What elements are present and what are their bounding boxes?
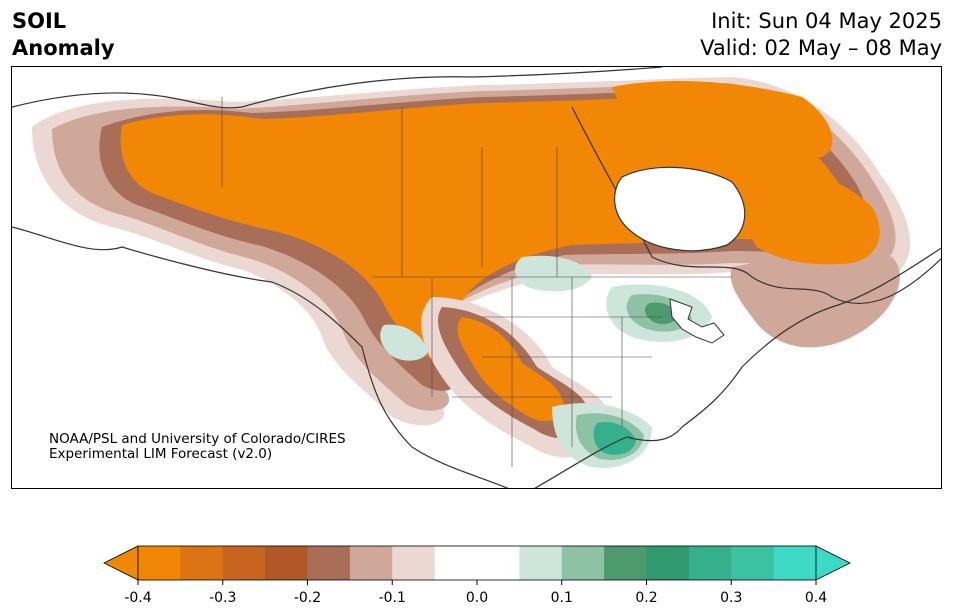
title-line-1: SOIL <box>12 9 67 33</box>
map-title: SOIL Anomaly <box>12 8 115 62</box>
colorbar-tick-label: -0.4 <box>124 590 151 606</box>
colorbar-tick-label: -0.1 <box>379 590 406 606</box>
colorbar-tick-label: 0.3 <box>720 590 742 606</box>
colorbar-cells <box>103 545 851 581</box>
colorbar-cell <box>561 546 605 580</box>
colorbar-cell <box>477 546 520 580</box>
colorbar-ticks: -0.4 -0.3 -0.2 -0.1 0.0 0.1 0.2 0.3 0.4 <box>124 580 827 606</box>
wet-region-gulf-peak <box>593 422 636 455</box>
map-canvas <box>12 67 941 488</box>
colorbar-cell <box>773 546 817 580</box>
colorbar-cell <box>392 546 436 580</box>
colorbar-tick-label: -0.2 <box>294 590 321 606</box>
dry-region-north-core <box>120 97 850 368</box>
title-line-2: Anomaly <box>12 36 115 60</box>
init-date: Init: Sun 04 May 2025 <box>711 9 942 33</box>
dry-region-east-core <box>744 166 880 265</box>
dry-region-rockies-core <box>457 317 564 422</box>
colorbar-arrow-low <box>103 545 139 581</box>
colorbar-cell <box>434 546 478 580</box>
great-lakes <box>669 298 725 344</box>
forecast-dates: Init: Sun 04 May 2025 Valid: 02 May – 08… <box>700 8 942 62</box>
colorbar-cell <box>180 546 224 580</box>
colorbar-tick-label: 0.2 <box>635 590 657 606</box>
valid-range: Valid: 02 May – 08 May <box>700 36 942 60</box>
hudson-bay <box>614 166 746 252</box>
colorbar-cell <box>731 546 775 580</box>
wet-region-great-lakes-peak <box>644 302 678 325</box>
colorbar-tick-label: 0.1 <box>551 590 573 606</box>
credit-text: NOAA/PSL and University of Colorado/CIRE… <box>49 432 346 462</box>
credit-line-2: Experimental LIM Forecast (v2.0) <box>49 446 273 462</box>
north-america-outline <box>12 67 941 488</box>
colorbar-tick-label: -0.3 <box>209 590 236 606</box>
colorbar-arrow-high <box>815 545 851 581</box>
colorbar-tick-label: 0.4 <box>805 590 827 606</box>
credit-line-1: NOAA/PSL and University of Colorado/CIRE… <box>49 431 346 447</box>
colorbar-cell <box>604 546 647 580</box>
colorbar-cell <box>519 546 563 580</box>
colorbar-cell <box>307 546 351 580</box>
colorbar: -0.4 -0.3 -0.2 -0.1 0.0 0.1 0.2 0.3 0.4 <box>103 545 851 606</box>
colorbar-cell <box>646 546 690 580</box>
colorbar-cell <box>265 546 308 580</box>
colorbar-tick-label: 0.0 <box>466 590 488 606</box>
anomaly-map <box>11 66 942 489</box>
colorbar-cell <box>688 546 732 580</box>
colorbar-cell <box>138 546 181 580</box>
dry-region-arctic-core <box>612 81 833 159</box>
colorbar-cell <box>222 546 266 580</box>
colorbar-cell <box>349 546 393 580</box>
dry-region-east-light <box>730 252 900 348</box>
wet-region-west <box>380 324 428 361</box>
admin-borders <box>221 97 732 467</box>
wet-region-north-plains <box>515 255 592 292</box>
